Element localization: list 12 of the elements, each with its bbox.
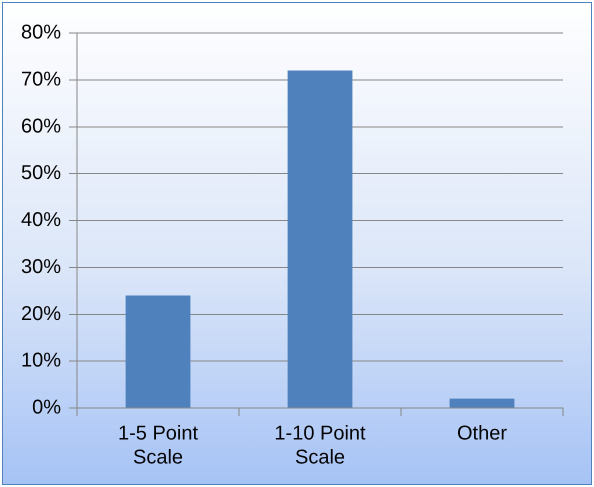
x-tick-label: Other — [456, 422, 508, 445]
y-tick-label: 40% — [21, 209, 62, 232]
y-tick-label: 30% — [21, 256, 62, 278]
y-tick-label: 60% — [21, 115, 62, 138]
x-tick-label: 1-5 Point Scale — [118, 422, 198, 469]
y-tick-label: 80% — [21, 22, 62, 44]
x-tick-label: 1-10 Point Scale — [274, 422, 366, 469]
y-tick-label: 20% — [21, 302, 62, 325]
y-tick-label: 70% — [21, 68, 62, 90]
y-tick-label: 0% — [32, 396, 62, 419]
y-tick-label: 50% — [21, 162, 62, 184]
y-tick-label: 10% — [21, 350, 62, 372]
